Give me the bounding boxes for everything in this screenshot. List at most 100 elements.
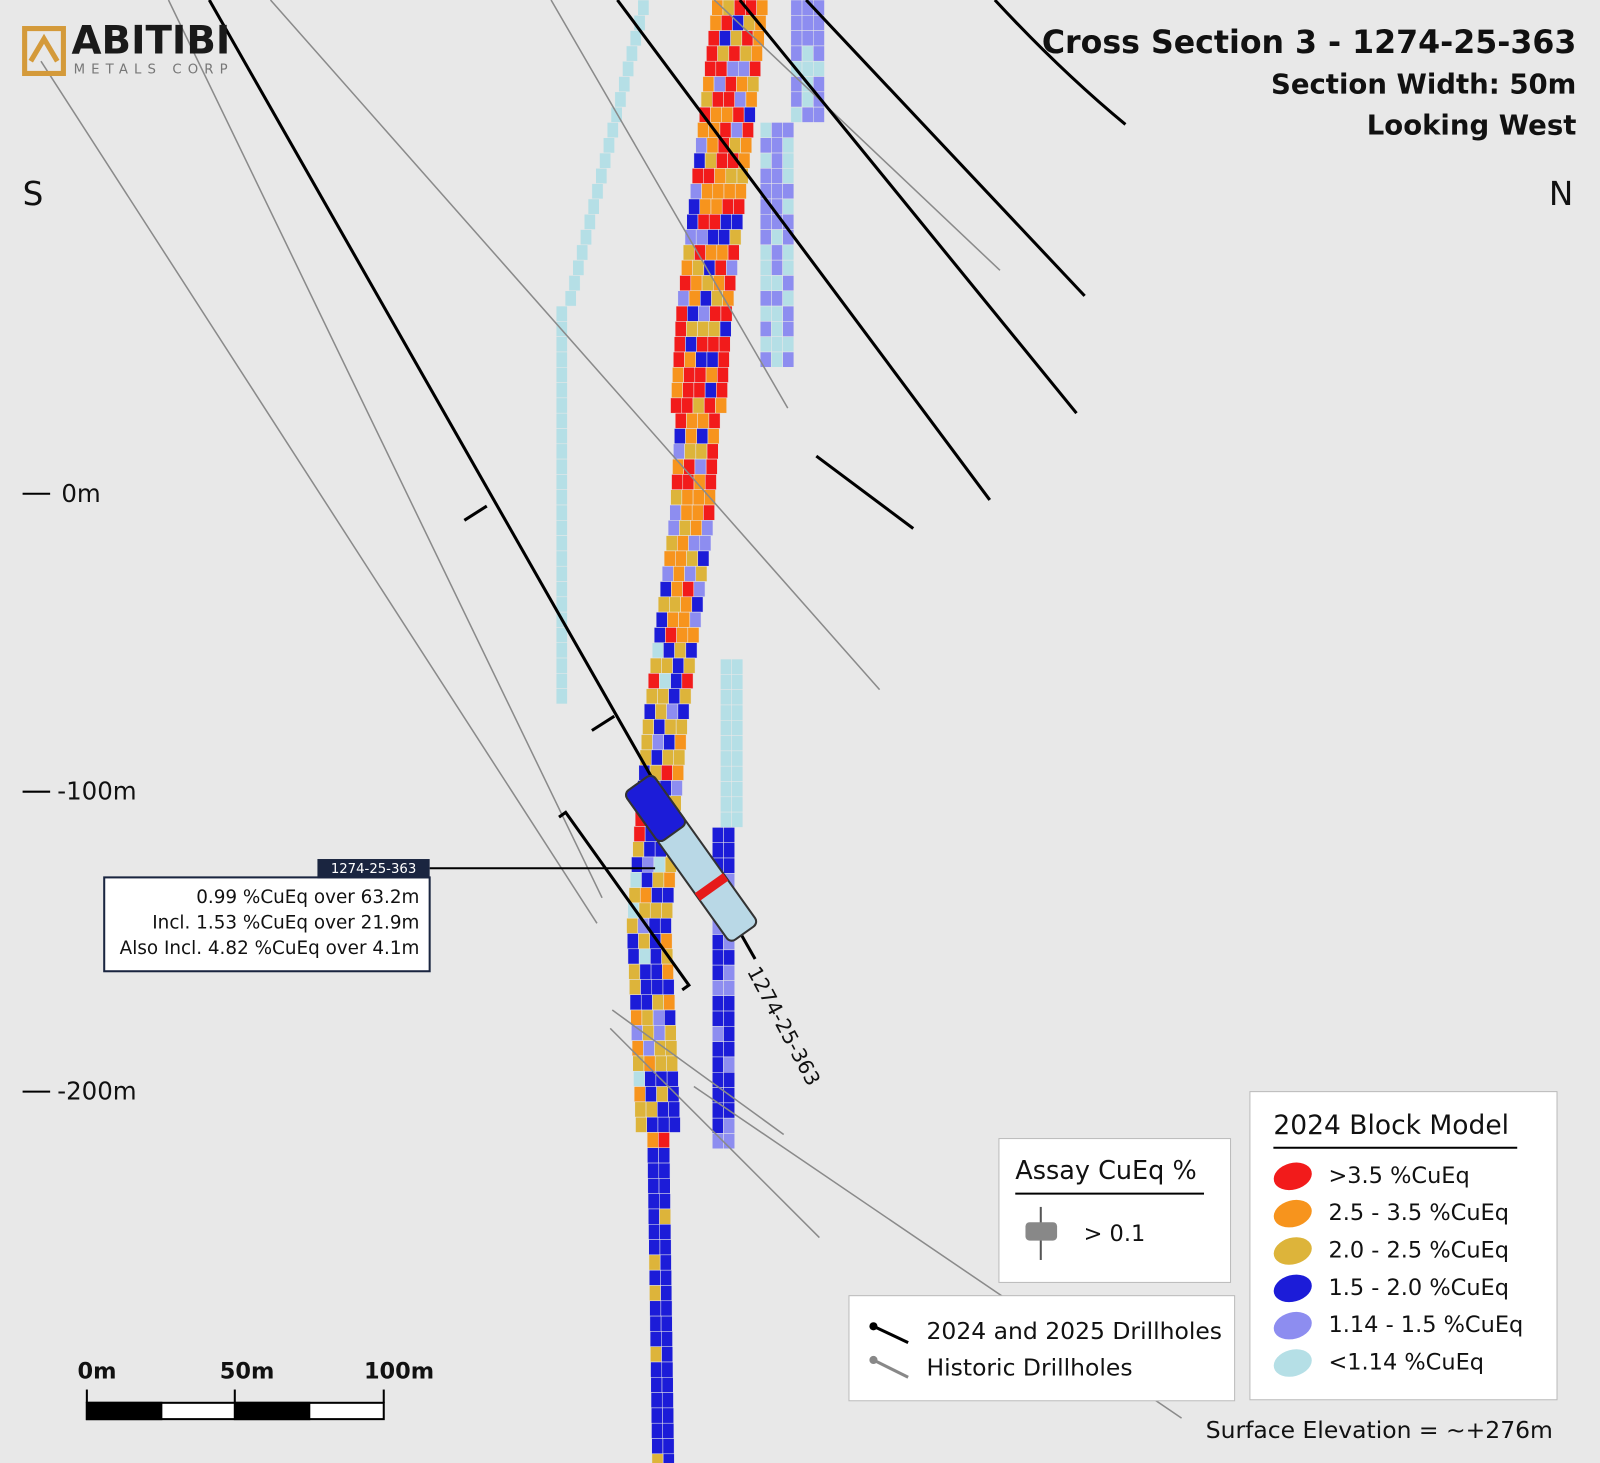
block bbox=[712, 934, 724, 951]
block bbox=[663, 872, 676, 888]
block bbox=[733, 198, 745, 215]
block bbox=[672, 764, 684, 781]
block bbox=[664, 1009, 676, 1026]
block bbox=[710, 106, 722, 123]
block bbox=[633, 826, 646, 842]
block bbox=[759, 213, 772, 230]
block bbox=[731, 720, 744, 736]
block bbox=[743, 106, 756, 123]
block bbox=[712, 842, 724, 859]
block bbox=[692, 489, 705, 506]
block bbox=[720, 213, 732, 230]
block bbox=[647, 1162, 660, 1179]
block bbox=[691, 168, 704, 184]
block bbox=[648, 1269, 661, 1286]
block bbox=[742, 122, 754, 138]
block bbox=[790, 106, 803, 123]
block bbox=[639, 963, 652, 980]
block bbox=[674, 412, 687, 429]
block-legend-item: 2.0 - 2.5 %CuEq bbox=[1328, 1237, 1509, 1263]
logo-sub: METALS CORP bbox=[74, 62, 234, 77]
block bbox=[700, 290, 712, 307]
block bbox=[680, 504, 693, 521]
block bbox=[813, 106, 825, 123]
block bbox=[731, 811, 744, 828]
block bbox=[647, 1178, 660, 1194]
block bbox=[731, 796, 744, 813]
block bbox=[555, 535, 568, 552]
block bbox=[657, 1116, 670, 1133]
block bbox=[688, 290, 701, 307]
block bbox=[712, 827, 724, 843]
block bbox=[671, 474, 684, 490]
block bbox=[681, 489, 694, 506]
block bbox=[731, 674, 744, 690]
block bbox=[724, 275, 736, 292]
block bbox=[708, 321, 721, 337]
block bbox=[645, 1086, 657, 1103]
block bbox=[666, 1055, 678, 1072]
block bbox=[643, 703, 656, 720]
block bbox=[728, 45, 741, 62]
block bbox=[771, 244, 783, 261]
block bbox=[696, 336, 709, 353]
block bbox=[717, 351, 730, 368]
scale-label: 0m bbox=[78, 1359, 117, 1385]
block bbox=[688, 198, 701, 215]
block bbox=[675, 719, 688, 735]
block bbox=[583, 213, 596, 230]
block bbox=[801, 30, 814, 47]
block bbox=[739, 45, 752, 62]
block bbox=[685, 336, 697, 353]
block bbox=[661, 1377, 674, 1393]
section-width: Section Width: 50m bbox=[1271, 69, 1576, 101]
block bbox=[712, 1041, 724, 1058]
block bbox=[718, 336, 731, 353]
block bbox=[687, 305, 699, 322]
block bbox=[703, 504, 715, 521]
block bbox=[720, 796, 732, 813]
block bbox=[715, 397, 727, 414]
block bbox=[721, 198, 734, 215]
block bbox=[650, 1392, 663, 1409]
intercept: 0.99 %CuEq over 63.2m bbox=[196, 887, 419, 908]
block bbox=[664, 719, 677, 735]
block bbox=[633, 1086, 646, 1103]
block bbox=[683, 367, 696, 383]
block bbox=[661, 902, 673, 919]
drillhole-legend-item: 2024 and 2025 Drillholes bbox=[927, 1317, 1222, 1345]
block bbox=[695, 137, 708, 154]
block bbox=[555, 673, 568, 689]
block bbox=[720, 704, 732, 721]
block bbox=[629, 979, 641, 995]
scale-bar bbox=[85, 1389, 385, 1421]
block bbox=[664, 1025, 677, 1041]
block bbox=[716, 244, 729, 261]
block bbox=[677, 535, 689, 552]
block bbox=[673, 336, 686, 353]
block bbox=[632, 1055, 645, 1072]
block bbox=[717, 45, 730, 62]
block bbox=[653, 856, 666, 873]
block bbox=[782, 305, 795, 322]
block bbox=[662, 1422, 675, 1439]
block bbox=[568, 275, 581, 292]
block bbox=[666, 703, 679, 720]
block bbox=[663, 550, 676, 567]
block bbox=[679, 520, 691, 536]
block bbox=[631, 856, 643, 873]
block bbox=[670, 780, 683, 797]
legend-dot bbox=[869, 1322, 878, 1331]
block bbox=[673, 351, 685, 368]
block bbox=[712, 1071, 724, 1088]
block bbox=[723, 1041, 735, 1058]
block bbox=[555, 504, 568, 521]
block bbox=[704, 474, 717, 490]
assay-interval bbox=[558, 774, 758, 992]
block bbox=[759, 305, 772, 322]
block bbox=[713, 76, 726, 93]
block bbox=[649, 1315, 662, 1332]
block bbox=[642, 719, 654, 735]
block bbox=[675, 305, 688, 322]
title: Cross Section 3 - 1274-25-363 bbox=[1042, 25, 1577, 61]
